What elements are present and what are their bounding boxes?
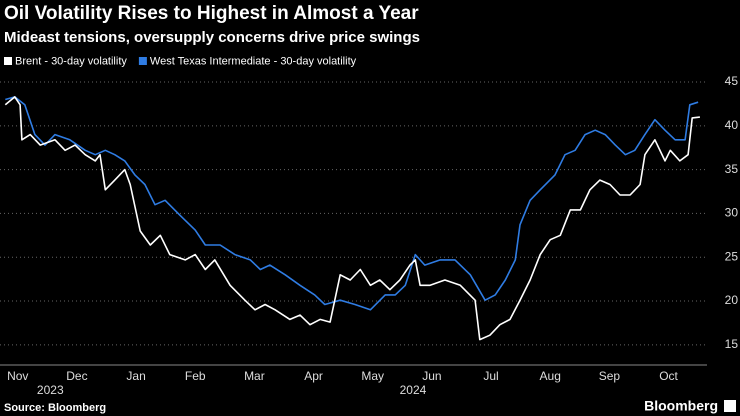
x-tick-label: May (361, 369, 384, 383)
x-tick-label: Jul (483, 369, 498, 383)
brand: Bloomberg (644, 398, 718, 414)
source: Source: Bloomberg (4, 402, 106, 414)
x-tick-label: Dec (66, 369, 87, 383)
chart-subtitle: Mideast tensions, oversupply concerns dr… (4, 29, 420, 46)
x-tick-label: Jun (422, 369, 441, 383)
y-tick-label: 45 (725, 74, 739, 88)
legend-label: West Texas Intermediate - 30-day volatil… (150, 55, 357, 67)
x-tick-label: Feb (185, 369, 206, 383)
legend-swatch (4, 57, 12, 65)
x-year-label: 2024 (400, 383, 427, 397)
x-tick-label: Sep (599, 369, 621, 383)
x-tick-label: Nov (7, 369, 28, 383)
chart-title: Oil Volatility Rises to Highest in Almos… (4, 3, 419, 24)
legend-swatch (138, 57, 147, 65)
y-tick-label: 15 (725, 337, 739, 351)
legend-label: Brent - 30-day volatility (15, 55, 127, 67)
y-tick-label: 35 (725, 162, 739, 176)
x-tick-label: Mar (244, 369, 265, 383)
y-tick-label: 25 (725, 249, 739, 263)
x-tick-label: Apr (304, 369, 323, 383)
y-tick-label: 30 (725, 206, 739, 220)
brand-logo (724, 400, 736, 412)
y-tick-label: 40 (725, 118, 739, 132)
series-line (5, 96, 699, 311)
x-tick-label: Aug (540, 369, 561, 383)
x-tick-label: Oct (659, 369, 678, 383)
y-tick-label: 20 (725, 293, 739, 307)
x-year-label: 2023 (37, 383, 64, 397)
series-line (4, 96, 700, 341)
x-tick-label: Jan (126, 369, 145, 383)
